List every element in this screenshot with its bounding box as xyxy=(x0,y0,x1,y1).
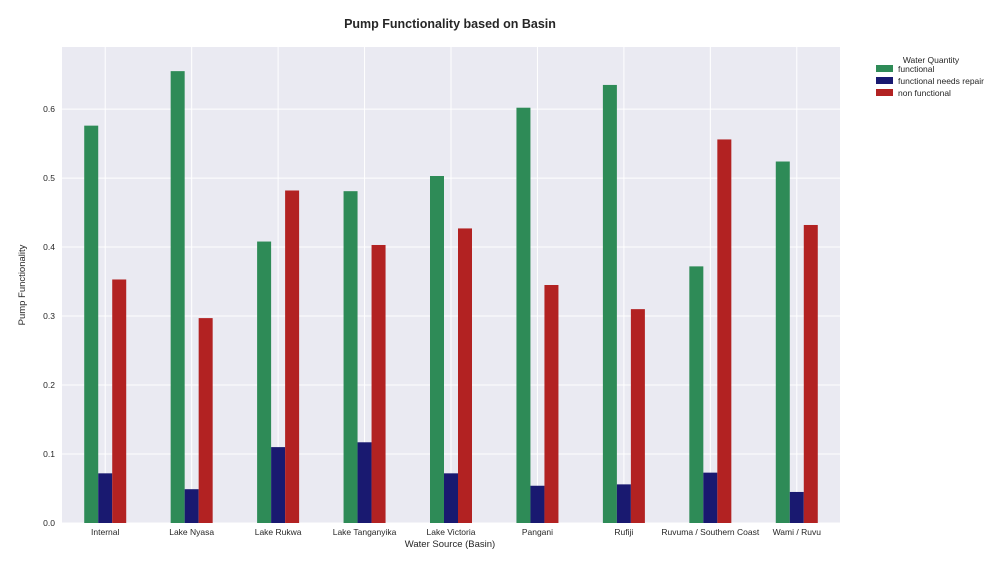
legend-title: Water Quantity xyxy=(903,55,960,65)
y-tick-label: 0.6 xyxy=(43,104,55,114)
bar-functional-needs-repair-wami-ruvu xyxy=(789,491,804,523)
bar-non-functional-wami-ruvu xyxy=(803,224,818,523)
bar-functional-lake-nyasa xyxy=(170,71,185,523)
legend-swatch xyxy=(876,65,893,72)
bar-functional-internal xyxy=(84,125,99,523)
bar-non-functional-lake-tanganyika xyxy=(371,244,386,523)
x-tick-label: Lake Nyasa xyxy=(169,527,214,537)
legend-label: non functional xyxy=(898,88,951,98)
bar-functional-needs-repair-rufiji xyxy=(616,484,631,523)
x-tick-label: Wami / Ruvu xyxy=(773,527,822,537)
x-tick-label: Rufiji xyxy=(614,527,633,537)
bar-functional-rufiji xyxy=(602,84,617,524)
bar-functional-lake-rukwa xyxy=(257,241,272,523)
legend-label: functional xyxy=(898,64,934,74)
x-tick-label: Lake Tanganyika xyxy=(333,527,397,537)
bars xyxy=(84,71,818,524)
bar-functional-wami-ruvu xyxy=(775,161,790,524)
bar-functional-needs-repair-lake-victoria xyxy=(444,473,458,523)
legend: Water Quantity functional functional need… xyxy=(876,55,984,98)
y-axis-ticks: 0.0 0.1 0.2 0.3 0.4 0.5 0.6 xyxy=(43,104,55,528)
bar-functional-needs-repair-ruvuma-southern-coast xyxy=(703,472,718,523)
bar-non-functional-lake-victoria xyxy=(458,228,472,523)
x-tick-label: Pangani xyxy=(522,527,553,537)
bar-non-functional-rufiji xyxy=(630,309,645,523)
bar-functional-needs-repair-lake-rukwa xyxy=(271,447,286,523)
bar-non-functional-lake-nyasa xyxy=(198,318,213,523)
x-axis-label: Water Source (Basin) xyxy=(405,539,495,550)
y-tick-label: 0.4 xyxy=(43,242,55,252)
bar-non-functional-ruvuma-southern-coast xyxy=(717,139,732,523)
y-tick-label: 0.5 xyxy=(43,173,55,183)
y-tick-label: 0.2 xyxy=(43,380,55,390)
bar-non-functional-lake-rukwa xyxy=(285,190,300,523)
bar-functional-ruvuma-southern-coast xyxy=(689,266,704,523)
x-tick-label: Lake Rukwa xyxy=(255,527,302,537)
bar-non-functional-pangani xyxy=(544,285,559,523)
chart-title: Pump Functionality based on Basin xyxy=(344,17,556,31)
bar-non-functional-internal xyxy=(112,279,127,523)
x-tick-label: Lake Victoria xyxy=(427,527,476,537)
x-tick-label: Ruvuma / Southern Coast xyxy=(661,527,759,537)
bar-functional-needs-repair-pangani xyxy=(530,485,545,523)
y-tick-label: 0.3 xyxy=(43,311,55,321)
bar-functional-lake-tanganyika xyxy=(343,191,358,524)
x-tick-label: Internal xyxy=(91,527,119,537)
legend-swatch xyxy=(876,89,893,96)
bar-functional-pangani xyxy=(516,107,531,523)
legend-label: functional needs repair xyxy=(898,76,984,86)
y-tick-label: 0.1 xyxy=(43,449,55,459)
y-tick-label: 0.0 xyxy=(43,518,55,528)
bar-functional-needs-repair-lake-tanganyika xyxy=(357,442,372,523)
bar-functional-lake-victoria xyxy=(430,176,444,523)
bar-functional-needs-repair-lake-nyasa xyxy=(184,489,199,523)
x-axis-ticks: Internal Lake Nyasa Lake Rukwa Lake Tangany… xyxy=(91,527,821,537)
bar-functional-needs-repair-internal xyxy=(98,473,113,523)
legend-swatch xyxy=(876,77,893,84)
y-axis-label: Pump Functionality xyxy=(17,244,28,325)
